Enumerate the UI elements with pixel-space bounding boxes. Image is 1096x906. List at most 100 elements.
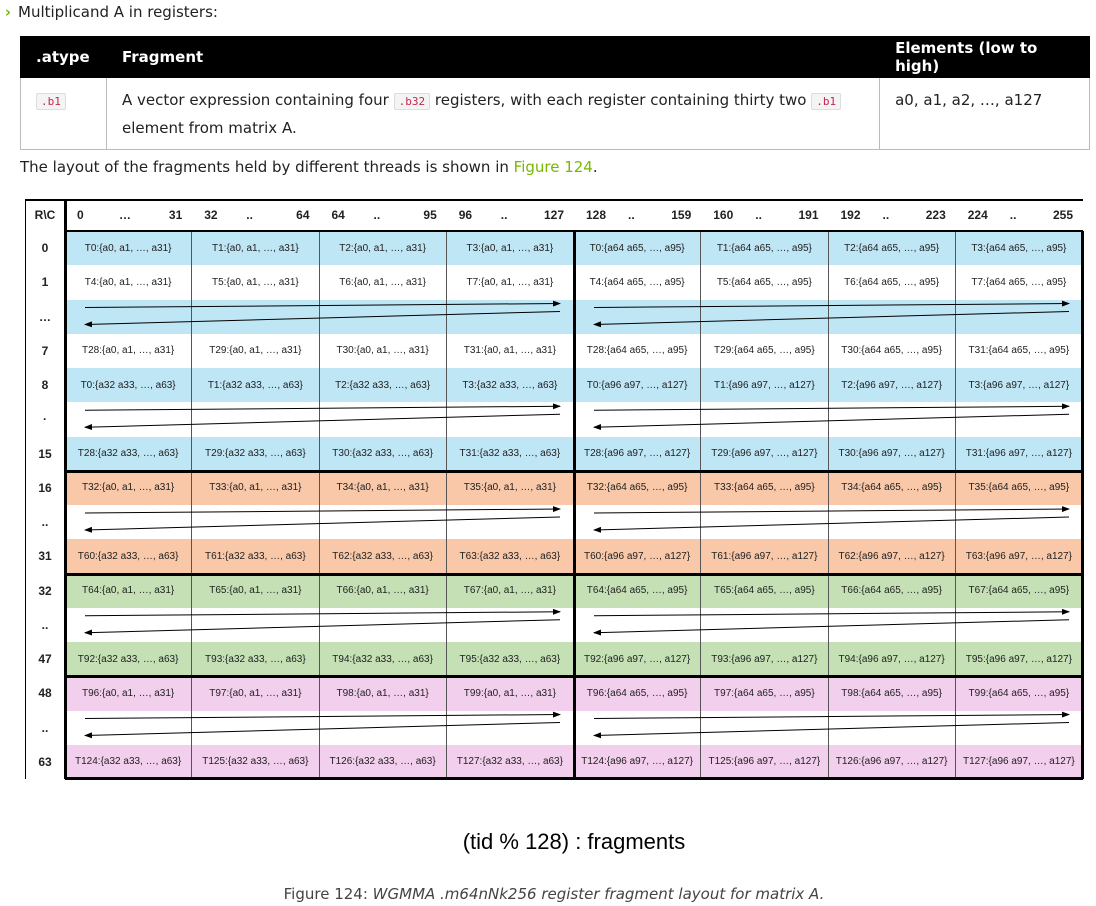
row-label: 7	[41, 343, 49, 358]
fragment-cell: T0:{a32 a33, …, a63}	[65, 368, 193, 403]
header-fragment: Fragment	[105, 36, 881, 78]
traversal-arrow	[593, 311, 1070, 328]
row-label: 31	[38, 549, 52, 564]
ellipsis-band-cell	[65, 402, 193, 437]
fragment-cell: T30:{a0, a1, …, a31}	[319, 333, 447, 368]
fragment-cell: T67:{a64 a65, …, a95}	[955, 573, 1083, 608]
fragment-cell: T97:{a0, a1, …, a31}	[192, 676, 320, 711]
fragment-cell: T30:{a32 a33, …, a63}	[319, 436, 447, 471]
fragment-cell: T127:{a96 a97, …, a127}	[955, 744, 1083, 779]
fragment-cell: T126:{a96 a97, …, a127}	[828, 744, 956, 779]
fragment-cell: T35:{a0, a1, …, a31}	[446, 470, 574, 505]
column-end: 255	[1052, 208, 1073, 222]
column-end: 127	[543, 208, 564, 222]
column-start: 224	[967, 208, 988, 222]
fragment-code-b32: .b32	[393, 93, 431, 110]
traversal-arrow	[84, 311, 561, 328]
fragment-cell: T4:{a64 a65, …, a95}	[574, 265, 702, 300]
traversal-arrow	[593, 506, 1070, 514]
fragment-cell: T33:{a64 a65, …, a95}	[701, 470, 829, 505]
column-end: 223	[925, 208, 946, 222]
fragment-cell: T1:{a0, a1, …, a31}	[192, 231, 320, 266]
fragment-cell: T64:{a64 a65, …, a95}	[574, 573, 702, 608]
elements-cell: a0, a1, a2, …, a127	[879, 77, 1090, 150]
column-header: 96.. 127	[447, 199, 574, 231]
column-mid: ..	[373, 208, 381, 222]
fragment-cell: T127:{a32 a33, …, a63}	[446, 744, 574, 779]
figure-caption-title: WGMMA .m64nNk256 register fragment layou…	[372, 885, 825, 903]
fragment-cell: T93:{a96 a97, …, a127}	[701, 642, 829, 677]
ellipsis-band-cell	[446, 299, 574, 334]
data-left-border	[64, 199, 67, 779]
row-label: ..	[41, 617, 49, 632]
atype-cell: .b1	[20, 77, 107, 150]
fragment-cell: T6:{a0, a1, …, a31}	[319, 265, 447, 300]
figure-right-border	[1081, 231, 1084, 779]
fragment-code-b1: .b1	[811, 93, 842, 110]
atype-spec-table: .atype Fragment Elements (low to high) .…	[20, 36, 1090, 150]
column-mid: ..	[246, 208, 253, 222]
fragment-cell: T32:{a64 a65, …, a95}	[574, 470, 702, 505]
fragment-cell: T29:{a32 a33, …, a63}	[192, 436, 320, 471]
ellipsis-band-cell	[574, 505, 702, 540]
traversal-arrow	[593, 516, 1070, 533]
figure-left-border	[25, 199, 26, 779]
fragment-cell: T67:{a0, a1, …, a31}	[446, 573, 574, 608]
traversal-arrow	[84, 413, 561, 431]
fragment-cell: T96:{a64 a65, …, a95}	[574, 676, 702, 711]
fragment-cell: T93:{a32 a33, …, a63}	[192, 642, 320, 677]
column-end: 95	[423, 208, 437, 222]
traversal-arrow	[84, 516, 561, 533]
fragment-cell: T65:{a0, a1, …, a31}	[192, 573, 320, 608]
fragment-cell: T94:{a96 a97, …, a127}	[828, 642, 956, 677]
fragment-cell: T34:{a64 a65, …, a95}	[828, 470, 956, 505]
column-start: 96	[458, 208, 473, 222]
fragment-cell: T99:{a0, a1, …, a31}	[446, 676, 574, 711]
column-mid: …	[119, 208, 131, 222]
column-header: 160.. 191	[701, 199, 828, 231]
figure-top-border	[25, 199, 1083, 201]
fragment-cell: T126:{a32 a33, …, a63}	[319, 744, 447, 779]
column-mid: ..	[628, 208, 635, 222]
row-label: 15	[38, 446, 52, 461]
fragment-cell: T5:{a64 a65, …, a95}	[701, 265, 829, 300]
column-mid: ..	[500, 208, 508, 222]
fragment-cell: T2:{a96 a97, …, a127}	[828, 368, 956, 403]
row-label: ..	[41, 720, 49, 735]
ellipsis-band-cell	[955, 505, 1083, 540]
fragment-cell: T29:{a64 a65, …, a95}	[701, 333, 829, 368]
figure-caption: Figure 124: WGMMA .m64nNk256 register fr…	[0, 885, 1096, 903]
row-label: ·	[43, 412, 47, 427]
atype-code: .b1	[36, 93, 66, 110]
header-atype: .atype	[20, 36, 107, 78]
fragment-cell: T125:{a32 a33, …, a63}	[192, 744, 320, 779]
row-label: 63	[38, 754, 52, 769]
fragment-cell: T31:{a0, a1, …, a31}	[446, 333, 574, 368]
traversal-arrow	[593, 413, 1070, 431]
fragment-cell: T0:{a96 a97, …, a127}	[574, 368, 702, 403]
fragment-cell: T94:{a32 a33, …, a63}	[319, 642, 447, 677]
column-header-row: R\C 0… 31 32.. 64 64.. 95 96.. 127 128.. 159 160.. 1…	[25, 199, 1083, 231]
fragment-cell: T61:{a32 a33, …, a63}	[192, 539, 320, 574]
fragment-cell: T96:{a0, a1, …, a31}	[65, 676, 193, 711]
fragment-cell: T29:{a0, a1, …, a31}	[192, 333, 320, 368]
section-toggle-label: Multiplicand A in registers:	[18, 3, 218, 21]
ellipsis-band-cell	[65, 299, 193, 334]
figure-caption-prefix: Figure 124:	[283, 885, 373, 903]
ellipsis-band-cell	[574, 607, 702, 642]
row-label: …	[39, 309, 51, 324]
fragment-cell: T0:{a64 a65, …, a95}	[574, 231, 702, 266]
fragment-cell: T65:{a64 a65, …, a95}	[701, 573, 829, 608]
figure-link[interactable]: Figure 124	[513, 158, 593, 176]
header-elements: Elements (low to high)	[879, 36, 1090, 78]
column-header: 64.. 95	[320, 199, 447, 231]
traversal-arrow	[593, 711, 1070, 719]
fragment-cell: T28:{a96 a97, …, a127}	[574, 436, 702, 471]
fragment-cell: T28:{a32 a33, …, a63}	[65, 436, 193, 471]
fragment-text-1: A vector expression containing four	[121, 91, 389, 109]
column-mid: ..	[1009, 208, 1017, 222]
fragment-cell: T30:{a64 a65, …, a95}	[828, 333, 956, 368]
fragment-cell: T7:{a0, a1, …, a31}	[446, 265, 574, 300]
section-toggle[interactable]: › Multiplicand A in registers:	[0, 0, 218, 24]
fragment-cell: T63:{a96 a97, …, a127}	[955, 539, 1083, 574]
